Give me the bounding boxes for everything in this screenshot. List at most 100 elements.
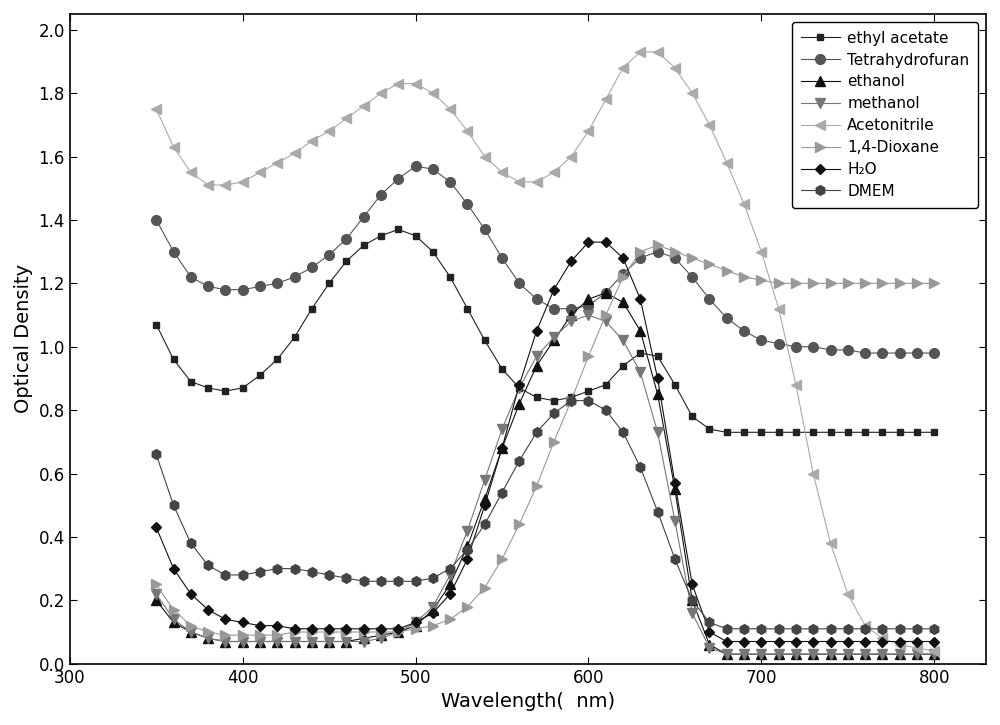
- Acetonitrile: [859, 621, 871, 630]
- DMEM: [807, 624, 819, 633]
- Acetonitrile: [548, 168, 560, 177]
- methanol: [790, 650, 802, 658]
- ethyl acetate: [392, 225, 404, 233]
- 1,4-Dioxane: [755, 276, 767, 284]
- Tetrahydrofuran: [358, 212, 370, 221]
- H₂O: [928, 637, 940, 646]
- 1,4-Dioxane: [444, 615, 456, 624]
- H₂O: [634, 295, 646, 304]
- 1,4-Dioxane: [790, 279, 802, 288]
- DMEM: [548, 409, 560, 418]
- Acetonitrile: [271, 159, 283, 167]
- Legend: ethyl acetate, Tetrahydrofuran, ethanol, methanol, Acetonitrile, 1,4-Dioxane, H₂: ethyl acetate, Tetrahydrofuran, ethanol,…: [792, 22, 978, 208]
- ethyl acetate: [634, 349, 646, 357]
- 1,4-Dioxane: [150, 580, 162, 589]
- ethyl acetate: [219, 386, 231, 395]
- 1,4-Dioxane: [928, 279, 940, 288]
- methanol: [600, 317, 612, 326]
- methanol: [617, 336, 629, 344]
- DMEM: [825, 624, 837, 633]
- ethanol: [600, 289, 612, 297]
- ethanol: [375, 631, 387, 639]
- Acetonitrile: [444, 104, 456, 113]
- methanol: [634, 368, 646, 376]
- ethanol: [565, 311, 577, 320]
- ethanol: [168, 618, 180, 627]
- Tetrahydrofuran: [738, 326, 750, 335]
- methanol: [150, 589, 162, 598]
- ethanol: [340, 637, 352, 646]
- 1,4-Dioxane: [773, 279, 785, 288]
- DMEM: [703, 618, 715, 627]
- Acetonitrile: [461, 127, 473, 136]
- Tetrahydrofuran: [340, 235, 352, 244]
- ethanol: [686, 596, 698, 605]
- ethanol: [513, 399, 525, 408]
- DMEM: [617, 428, 629, 436]
- DMEM: [911, 624, 923, 633]
- Tetrahydrofuran: [202, 282, 214, 291]
- methanol: [427, 602, 439, 611]
- Line: methanol: methanol: [151, 310, 939, 659]
- ethanol: [738, 650, 750, 658]
- Tetrahydrofuran: [271, 279, 283, 288]
- methanol: [392, 628, 404, 637]
- methanol: [531, 352, 543, 360]
- ethanol: [479, 494, 491, 503]
- ethyl acetate: [323, 279, 335, 288]
- ethyl acetate: [340, 257, 352, 265]
- methanol: [859, 650, 871, 658]
- Tetrahydrofuran: [185, 273, 197, 281]
- DMEM: [237, 571, 249, 579]
- ethanol: [237, 637, 249, 646]
- ethyl acetate: [807, 428, 819, 436]
- methanol: [306, 637, 318, 646]
- DMEM: [859, 624, 871, 633]
- Acetonitrile: [185, 168, 197, 177]
- ethanol: [582, 295, 594, 304]
- Tetrahydrofuran: [669, 254, 681, 262]
- H₂O: [496, 444, 508, 452]
- Tetrahydrofuran: [928, 349, 940, 357]
- H₂O: [202, 605, 214, 614]
- DMEM: [669, 555, 681, 563]
- H₂O: [271, 621, 283, 630]
- Line: Tetrahydrofuran: Tetrahydrofuran: [151, 161, 939, 358]
- Acetonitrile: [323, 127, 335, 136]
- Acetonitrile: [928, 647, 940, 655]
- Acetonitrile: [807, 469, 819, 478]
- ethyl acetate: [410, 231, 422, 240]
- methanol: [513, 384, 525, 392]
- ethyl acetate: [548, 397, 560, 405]
- DMEM: [721, 624, 733, 633]
- ethyl acetate: [859, 428, 871, 436]
- ethanol: [496, 444, 508, 452]
- H₂O: [479, 501, 491, 510]
- ethanol: [219, 637, 231, 646]
- ethanol: [807, 650, 819, 658]
- H₂O: [686, 580, 698, 589]
- DMEM: [392, 577, 404, 586]
- 1,4-Dioxane: [254, 631, 266, 639]
- DMEM: [842, 624, 854, 633]
- ethanol: [911, 650, 923, 658]
- methanol: [703, 644, 715, 652]
- H₂O: [323, 624, 335, 633]
- ethyl acetate: [773, 428, 785, 436]
- ethyl acetate: [652, 352, 664, 360]
- 1,4-Dioxane: [600, 311, 612, 320]
- methanol: [773, 650, 785, 658]
- DMEM: [773, 624, 785, 633]
- 1,4-Dioxane: [219, 631, 231, 639]
- Acetonitrile: [289, 149, 301, 158]
- H₂O: [582, 238, 594, 247]
- 1,4-Dioxane: [358, 628, 370, 637]
- Tetrahydrofuran: [582, 301, 594, 310]
- Acetonitrile: [652, 48, 664, 57]
- Tetrahydrofuran: [461, 199, 473, 208]
- H₂O: [669, 478, 681, 487]
- 1,4-Dioxane: [894, 279, 906, 288]
- 1,4-Dioxane: [461, 602, 473, 611]
- H₂O: [150, 523, 162, 531]
- ethyl acetate: [168, 355, 180, 364]
